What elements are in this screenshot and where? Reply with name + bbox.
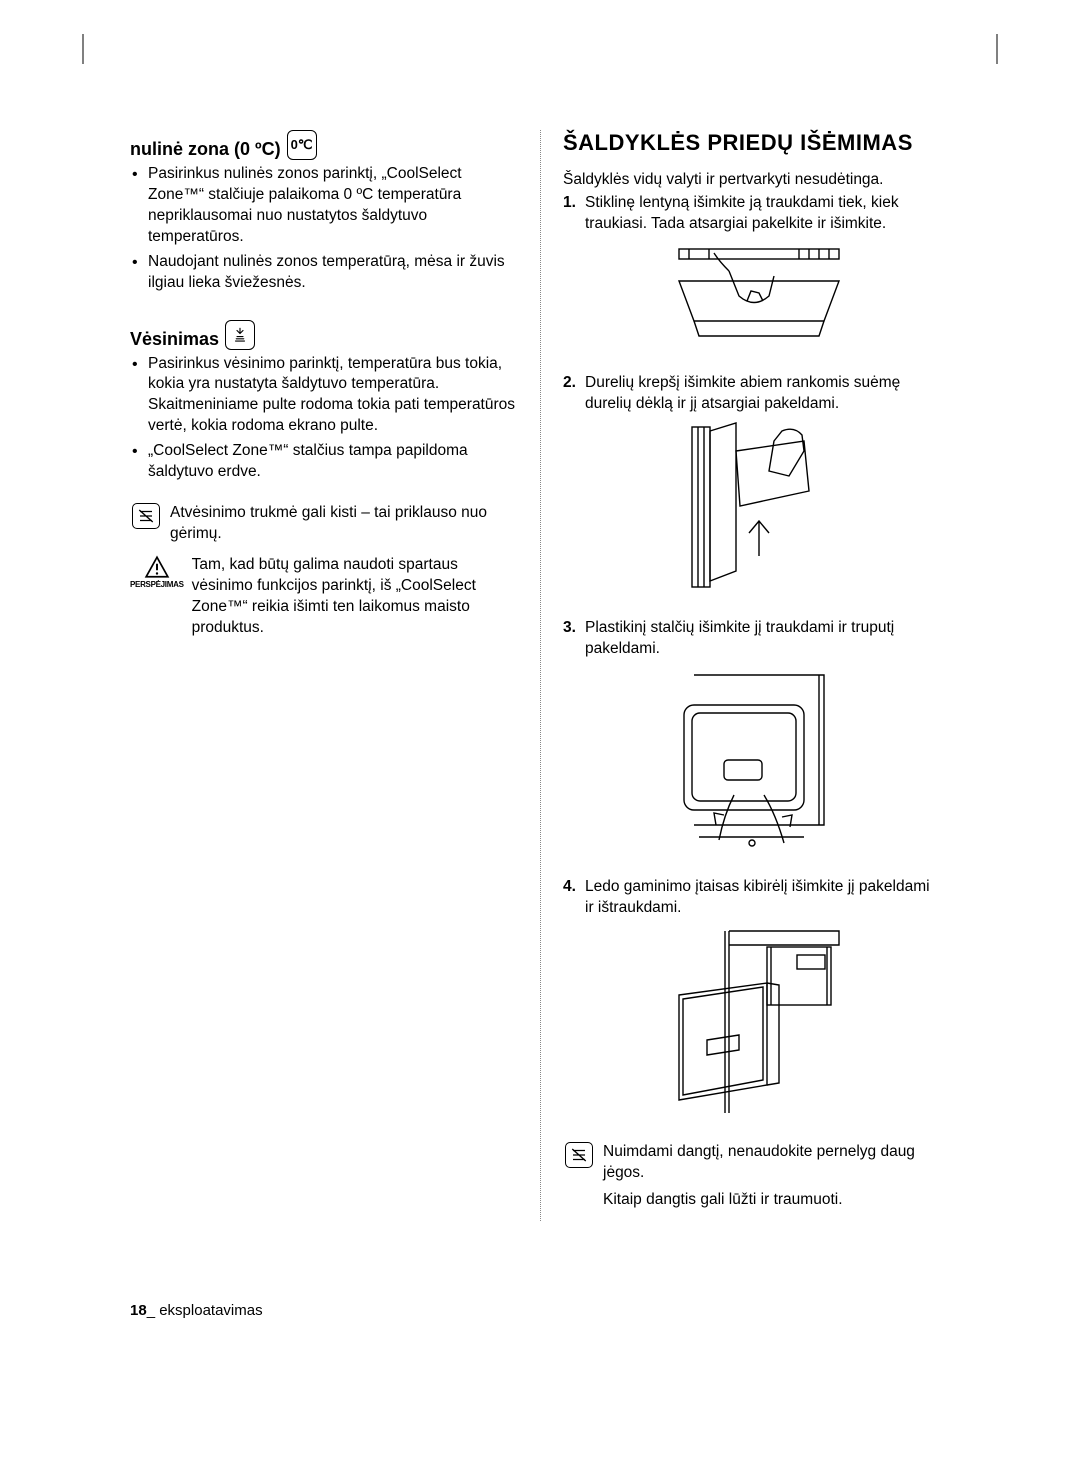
warning-icon: PERSPĖJIMAS xyxy=(130,555,184,591)
step-item: 4. Ledo gaminimo įtaisas kibirėlį išimki… xyxy=(563,877,932,1120)
figure-door-bin xyxy=(585,421,932,596)
note-text: Atvėsinimo trukmė gali kisti – tai prikl… xyxy=(170,503,518,545)
note-icon xyxy=(563,1142,595,1168)
figure-drawer xyxy=(585,665,932,855)
page-content: nulinė zona (0 ºC) 0℃ Pasirinkus nulinės… xyxy=(130,130,950,1221)
step-text: Plastikinį stalčių išimkite jį traukdami… xyxy=(585,619,894,657)
note-cooling-time: Atvėsinimo trukmė gali kisti – tai prikl… xyxy=(130,503,518,545)
page-number: 18 xyxy=(130,1302,147,1319)
figure-shelf xyxy=(585,241,932,351)
cooling-bullets: Pasirinkus vėsinimo parinktį, temperatūr… xyxy=(130,354,518,484)
section-heading-cooling: Vėsinimas xyxy=(130,320,518,350)
warning-text: Tam, kad būtų galima naudoti spartaus vė… xyxy=(192,555,518,639)
step-text: Stiklinę lentyną išimkite ją traukdami t… xyxy=(585,194,899,232)
crop-mark-tr xyxy=(988,34,1006,69)
crop-mark-tl xyxy=(74,34,92,69)
figure-ice-bucket xyxy=(585,925,932,1120)
bullet-item: Pasirinkus vėsinimo parinktį, temperatūr… xyxy=(148,354,518,438)
section-heading-zero-zone: nulinė zona (0 ºC) 0℃ xyxy=(130,130,518,160)
bullet-item: Naudojant nulinės zonos temperatūrą, mės… xyxy=(148,252,518,294)
step-item: 3. Plastikinį stalčių išimkite jį traukd… xyxy=(563,618,932,856)
step-text: Ledo gaminimo įtaisas kibirėlį išimkite … xyxy=(585,878,930,916)
cooling-title: Vėsinimas xyxy=(130,329,219,350)
note-cover: Nuimdami dangtį, nenaudokite pernelyg da… xyxy=(563,1142,932,1211)
step-number: 1. xyxy=(563,193,576,214)
zero-zone-icon: 0℃ xyxy=(287,130,317,160)
steps-list: 1. Stiklinę lentyną išimkite ją traukdam… xyxy=(563,193,932,1120)
step-item: 2. Durelių krepšį išimkite abiem rankomi… xyxy=(563,373,932,596)
step-item: 1. Stiklinę lentyną išimkite ją traukdam… xyxy=(563,193,932,351)
footer-separator: _ xyxy=(147,1302,160,1319)
bullet-item: „CoolSelect Zone™“ stalčius tampa papild… xyxy=(148,441,518,483)
zero-zone-title: nulinė zona (0 ºC) xyxy=(130,139,281,160)
left-column: nulinė zona (0 ºC) 0℃ Pasirinkus nulinės… xyxy=(130,130,540,1221)
bullet-item: Pasirinkus nulinės zonos parinktį, „Cool… xyxy=(148,164,518,248)
right-column: ŠALDYKLĖS PRIEDŲ IŠĖMIMAS Šaldyklės vidų… xyxy=(540,130,950,1221)
cooling-icon xyxy=(225,320,255,350)
footer-section: eksploatavimas xyxy=(159,1302,262,1319)
step-number: 2. xyxy=(563,373,576,394)
warning-caption: PERSPĖJIMAS xyxy=(130,580,184,591)
page-footer: 18_ eksploatavimas xyxy=(130,1302,263,1319)
step-number: 3. xyxy=(563,618,576,639)
right-title: ŠALDYKLĖS PRIEDŲ IŠĖMIMAS xyxy=(563,130,932,156)
zero-zone-bullets: Pasirinkus nulinės zonos parinktį, „Cool… xyxy=(130,164,518,294)
note-icon xyxy=(130,503,162,529)
step-number: 4. xyxy=(563,877,576,898)
right-intro: Šaldyklės vidų valyti ir pertvarkyti nes… xyxy=(563,170,932,191)
step-text: Durelių krepšį išimkite abiem rankomis s… xyxy=(585,374,900,412)
warning-row: PERSPĖJIMAS Tam, kad būtų galima naudoti… xyxy=(130,555,518,639)
note-cover-text: Nuimdami dangtį, nenaudokite pernelyg da… xyxy=(603,1142,932,1211)
